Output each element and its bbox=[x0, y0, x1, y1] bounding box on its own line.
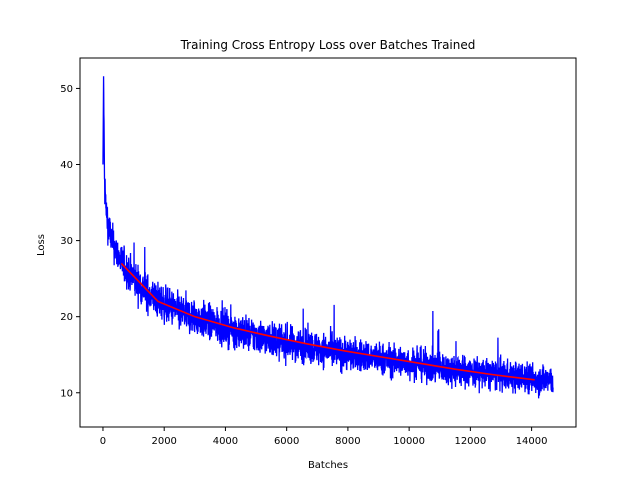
x-tick-label: 14000 bbox=[516, 436, 548, 447]
x-tick-label: 4000 bbox=[213, 436, 238, 447]
x-tick-label: 10000 bbox=[393, 436, 425, 447]
axes-frame bbox=[79, 57, 577, 428]
x-tick-label: 2000 bbox=[151, 436, 176, 447]
x-tick-label: 6000 bbox=[274, 436, 299, 447]
y-axis-title: Loss bbox=[36, 234, 47, 256]
axes: 0 2000 4000 6000 8000 10000 12000 14000 10 20 30 40… bbox=[60, 57, 577, 447]
y-tick-label: 10 bbox=[60, 388, 73, 399]
x-tick-label: 12000 bbox=[454, 436, 486, 447]
smoothed-loss-line bbox=[120, 262, 535, 381]
y-tick-label: 50 bbox=[60, 84, 73, 95]
y-tick-label: 30 bbox=[60, 236, 73, 247]
y-tick-label: 20 bbox=[60, 312, 73, 323]
x-tick-label: 8000 bbox=[335, 436, 360, 447]
x-tick-label: 0 bbox=[100, 436, 106, 447]
x-axis-title: Batches bbox=[308, 460, 348, 471]
chart-title: Training Cross Entropy Loss over Batches… bbox=[180, 38, 476, 52]
y-tick-label: 40 bbox=[60, 160, 73, 171]
plot-area bbox=[102, 76, 554, 399]
